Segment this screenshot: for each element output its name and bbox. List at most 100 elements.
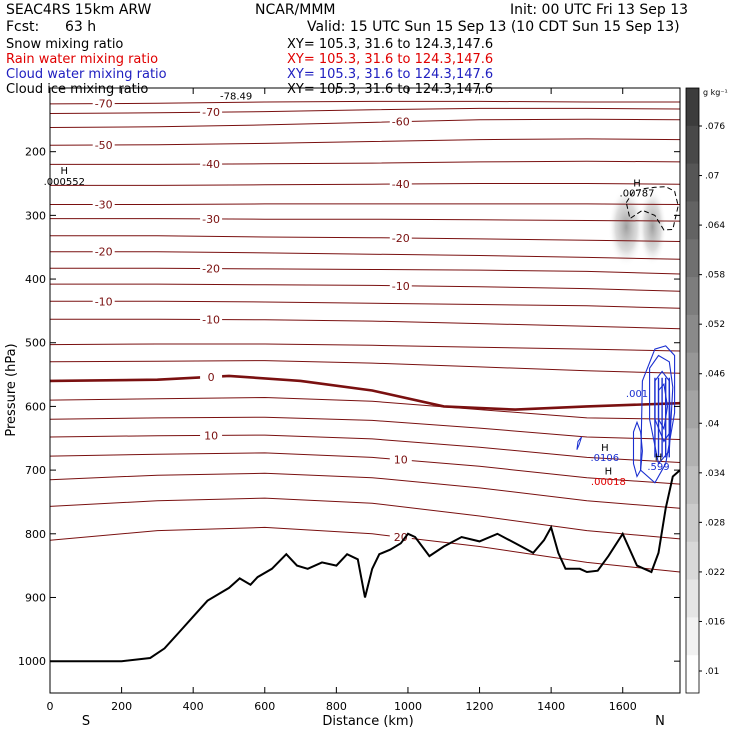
- temperature-contour: [50, 343, 680, 352]
- temperature-contour: [50, 251, 680, 260]
- snow-contour: [576, 436, 583, 450]
- forecast-label: Fcst:: [6, 19, 40, 35]
- contour-label: 20: [394, 531, 408, 544]
- model-title: SEAC4RS 15km ARW: [6, 2, 152, 18]
- colorbar-label: .064: [705, 221, 725, 231]
- contour-label: -30: [202, 213, 220, 226]
- temperature-contour: [50, 374, 680, 411]
- field-annotation: .001: [626, 389, 648, 400]
- field-xy-rain: XY= 105.3, 31.6 to 124.3,147.6: [287, 52, 494, 67]
- x-tick-label: 1000: [394, 700, 422, 713]
- colorbar-swatch: [686, 88, 699, 127]
- terrain-profile: [50, 469, 680, 663]
- temperature-contour: [50, 107, 680, 114]
- temperature-contour: [50, 235, 680, 242]
- cloud-water-contour: [649, 354, 674, 465]
- colorbar-swatch: [686, 428, 699, 467]
- contour-label-bg: [200, 429, 223, 441]
- y-tick-label: 1000: [18, 655, 46, 668]
- field-annotation: H: [61, 166, 69, 177]
- colorbar-label: .034: [705, 469, 725, 479]
- temperature-contour: [50, 138, 680, 146]
- temperature-contour: [50, 100, 680, 105]
- contour-label: -60: [392, 116, 410, 129]
- field-annotation: .000552: [44, 177, 85, 188]
- contour-label-bg: [92, 97, 115, 109]
- temperature-contour: [50, 118, 680, 128]
- cloud-water-contours: [632, 345, 676, 484]
- colorbar-swatch: [686, 239, 699, 278]
- colorbar-swatch: [686, 277, 699, 316]
- x-tick-label: 400: [183, 700, 204, 713]
- y-tick-label: 800: [25, 528, 46, 541]
- cloud-ice-contours: [576, 186, 679, 450]
- field-name-snow: Snow mixing ratio: [6, 37, 124, 52]
- contour-label-bg: [389, 231, 412, 243]
- cloud-ice-shade: [638, 187, 667, 266]
- temperature-contour: [50, 160, 680, 165]
- temperature-contour: [50, 203, 680, 205]
- colorbar-swatch: [686, 466, 699, 505]
- colorbar-swatch: [686, 655, 699, 694]
- contour-label-bg: [92, 138, 115, 150]
- field-name-cloud-ice: Cloud ice mixing ratio: [6, 82, 149, 97]
- contour-label: -20: [95, 246, 113, 259]
- colorbar-unit: g kg⁻¹: [703, 88, 728, 97]
- colorbar-swatch: [686, 125, 699, 165]
- field-xy-snow: XY= 105.3, 31.6 to 124.3,147.6: [287, 37, 494, 52]
- temperature-contour: [50, 434, 680, 463]
- field-annotation: H: [633, 179, 641, 190]
- x-tick-label: 600: [254, 700, 275, 713]
- x-tick-label: 800: [326, 700, 347, 713]
- y-tick-label: 300: [25, 209, 46, 222]
- contour-label-bg: [200, 313, 223, 325]
- contour-label: 10: [394, 454, 408, 467]
- contour-label-bg: [200, 158, 223, 170]
- colorbar-swatch: [686, 314, 699, 354]
- field-annotation: .599: [647, 462, 669, 473]
- colorbar-label: .01: [705, 667, 719, 677]
- temperature-contour: [50, 183, 680, 186]
- org-title: NCAR/MMM: [255, 2, 336, 18]
- contour-label: -20: [392, 232, 410, 245]
- field-annotation: .0106: [591, 453, 620, 464]
- colorbar-label: .058: [705, 271, 725, 281]
- x-tick-label: 1600: [609, 700, 637, 713]
- field-annotation: .00787: [620, 188, 655, 199]
- y-axis-label: Pressure (hPa): [4, 343, 19, 436]
- temperature-contour: [50, 267, 680, 275]
- contour-label-bg: [200, 212, 223, 224]
- cloud-ice-shade: [608, 186, 645, 267]
- x-tick-label: 200: [111, 700, 132, 713]
- contour-label-bg: [200, 106, 223, 118]
- y-tick-label: 700: [25, 464, 46, 477]
- temperature-contour: [50, 283, 680, 292]
- valid-time: Valid: 15 UTC Sun 15 Sep 13 (10 CDT Sun …: [307, 19, 680, 35]
- contour-label: -10: [392, 280, 410, 293]
- colorbar-label: .07: [705, 172, 719, 182]
- contour-label-bg: [92, 245, 115, 257]
- temperature-contour: [50, 497, 680, 540]
- cloud-water-contour: [632, 420, 643, 478]
- contour-label-bg: [200, 262, 223, 274]
- temperature-contours: -70 -70 -60 -50 -40 -40 -30 -30 -20 -20 -20 -10 -10 -…: [50, 97, 680, 573]
- colorbar-swatch: [686, 579, 699, 618]
- field-annotation: H: [655, 453, 663, 464]
- cloud-ice-shading: [608, 186, 667, 267]
- x-tick-label: 0: [47, 700, 54, 713]
- colorbar-label: .04: [705, 419, 720, 429]
- temperature-contour: [50, 218, 680, 222]
- forecast-hour: 63 h: [65, 19, 97, 35]
- temperature-contour: [50, 318, 680, 330]
- contour-label: -40: [392, 178, 410, 191]
- axes: 0 200 400 600 800 1000 1200 1400 160020030040050…: [18, 88, 680, 713]
- colorbar-label: .028: [705, 518, 725, 528]
- init-time: Init: 00 UTC Fri 13 Sep 13: [510, 2, 689, 18]
- colorbar-swatch: [686, 201, 699, 240]
- plot-frame: [49, 87, 681, 694]
- colorbar-swatch: [686, 390, 699, 429]
- contour-label: 0: [208, 371, 215, 384]
- colorbar-frame: [685, 87, 700, 694]
